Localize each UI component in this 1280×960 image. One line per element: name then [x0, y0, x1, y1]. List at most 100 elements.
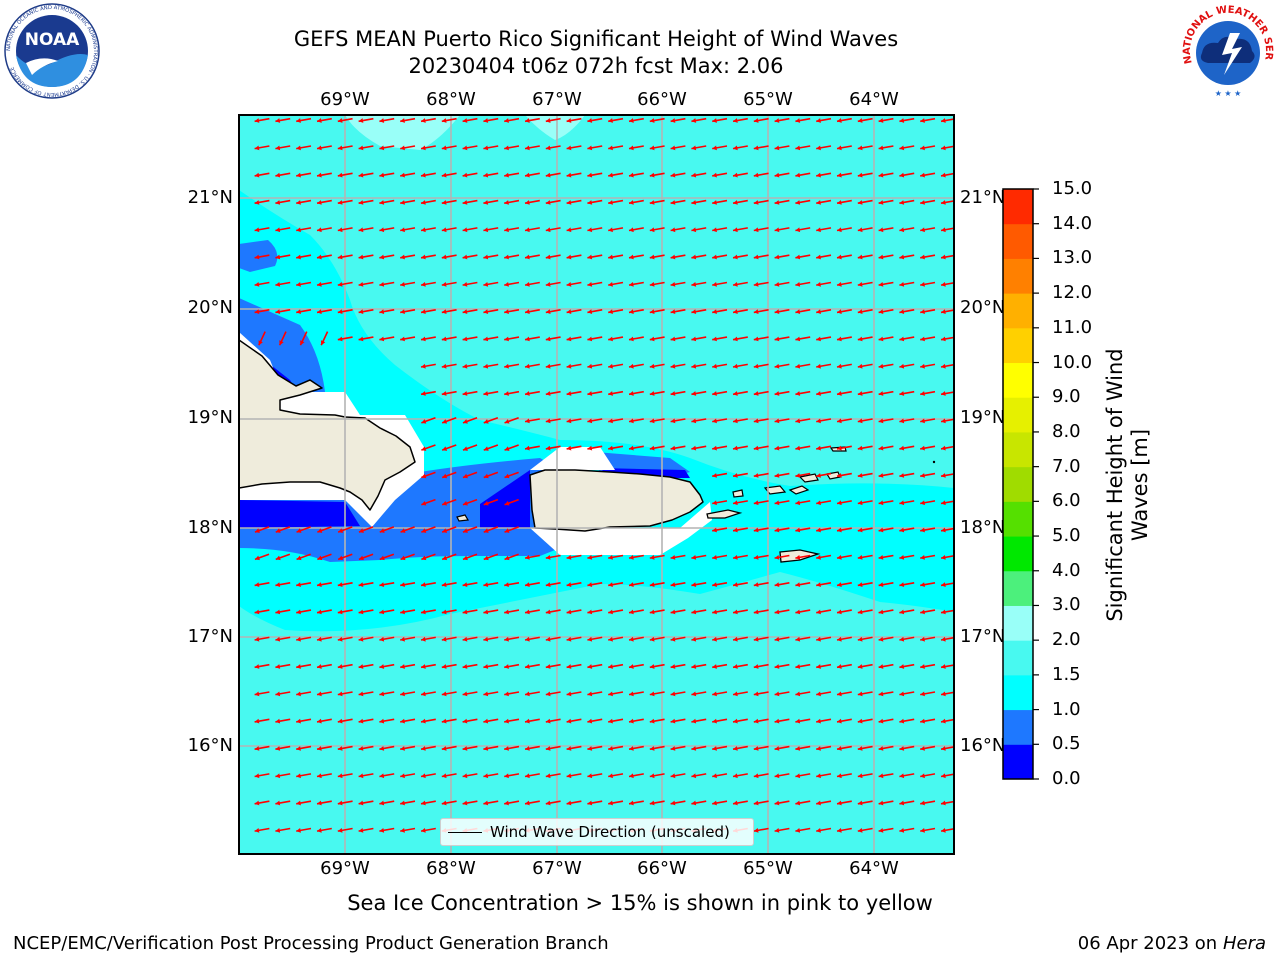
wind-wave-arrowhead: [587, 418, 593, 424]
wind-wave-arrowhead: [649, 118, 655, 123]
wind-wave-arrowhead: [774, 227, 780, 233]
wind-wave-arrowhead: [670, 773, 676, 779]
wind-wave-arrowhead: [337, 582, 343, 588]
wind-wave-arrowhead: [400, 281, 405, 287]
wind-wave-arrowhead: [337, 200, 343, 205]
wind-wave-arrowhead: [566, 609, 572, 615]
wind-wave-arrowhead: [296, 227, 301, 233]
wind-wave-arrowhead: [504, 281, 509, 287]
wind-wave-arrowhead: [545, 254, 551, 260]
wind-wave-arrowhead: [712, 636, 717, 642]
wind-wave-arrowhead: [733, 746, 738, 751]
wind-wave-arrowhead: [254, 172, 260, 178]
wind-wave-arrowhead: [254, 636, 260, 642]
graticule: [239, 115, 954, 854]
wind-wave-arrowhead: [483, 336, 489, 342]
wind-wave-arrowhead: [941, 281, 946, 287]
wind-wave-arrowhead: [296, 609, 301, 615]
wind-wave-arrowhead: [566, 636, 572, 642]
wind-wave-arrowhead: [337, 118, 343, 123]
wind-wave-arrowhead: [317, 555, 323, 561]
wind-wave-arrowhead: [629, 445, 634, 451]
wind-wave-arrowhead: [816, 418, 821, 424]
wind-wave-arrowhead: [878, 773, 884, 779]
wind-wave-arrowhead: [920, 254, 925, 260]
wind-wave-arrowhead: [608, 309, 613, 315]
wave-contour-0-0.5m: [239, 500, 360, 528]
wind-wave-arrowhead: [774, 664, 780, 669]
wind-wave-arrowhead: [857, 718, 863, 724]
wind-wave-arrowhead: [483, 800, 489, 806]
wind-wave-arrowhead: [462, 446, 468, 451]
nws-logo: NATIONAL WEATHER SERVICE ★ ★ ★: [1174, 0, 1278, 99]
wind-wave-arrowhead: [379, 746, 385, 751]
wind-wave-arrowhead: [899, 473, 905, 478]
wind-wave-arrowhead: [421, 718, 426, 724]
wind-wave-arrowhead: [857, 500, 863, 506]
wind-wave-arrowhead: [587, 145, 593, 151]
wind-wave-arrowhead: [525, 309, 530, 315]
wind-wave-arrowhead: [733, 691, 738, 697]
wind-wave-arrowhead: [629, 336, 634, 342]
wind-wave-arrowhead: [837, 664, 842, 669]
footer-credit: NCEP/EMC/Verification Post Processing Pr…: [13, 933, 609, 954]
wind-wave-arrowhead: [899, 172, 905, 178]
wind-wave-arrowhead: [525, 609, 530, 615]
wind-wave-arrowhead: [379, 609, 385, 615]
wind-wave-arrowhead: [587, 800, 593, 806]
wind-wave-arrowhead: [816, 527, 821, 533]
wind-wave-arrowhead: [774, 800, 780, 806]
wind-wave-arrowhead: [608, 773, 613, 779]
lat-tick-right: 16°N: [960, 735, 1006, 756]
wind-wave-arrowhead: [857, 691, 863, 697]
wind-wave-arrowhead: [649, 145, 655, 151]
wind-wave-arrowhead: [878, 718, 884, 724]
wind-wave-arrowhead: [296, 254, 301, 260]
wind-wave-arrowhead: [837, 473, 842, 478]
wind-wave-arrowhead: [566, 773, 572, 779]
wind-wave-arrowhead: [504, 773, 509, 779]
wind-wave-arrowhead: [629, 746, 634, 751]
wind-wave-arrowhead: [441, 200, 447, 205]
wind-wave-arrowhead: [421, 528, 427, 533]
wind-wave-arrowhead: [878, 636, 884, 642]
wind-wave-arrowhead: [795, 664, 801, 669]
wind-wave-arrowhead: [670, 145, 676, 151]
wind-wave-arrowhead: [795, 718, 801, 724]
wind-wave-arrowhead: [629, 363, 634, 369]
wind-wave-arrowhead: [504, 227, 509, 233]
wind-wave-arrowhead: [941, 227, 946, 233]
wind-wave-arrowhead: [379, 281, 385, 287]
wind-wave-arrowhead: [837, 691, 842, 697]
wind-wave-arrowhead: [358, 145, 364, 151]
wind-wave-arrowhead: [857, 363, 863, 369]
wind-wave-arrowhead: [920, 691, 925, 697]
chart-title: GEFS MEAN Puerto Rico Significant Height…: [293, 27, 899, 51]
wind-wave-arrowhead: [421, 419, 427, 424]
wind-wave-arrowhead: [441, 227, 447, 233]
wind-wave-arrowhead: [899, 309, 905, 315]
wind-wave-arrowhead: [857, 636, 863, 642]
wind-wave-arrowhead: [649, 336, 655, 342]
wind-wave-arrowhead: [504, 746, 509, 751]
wind-wave-arrowhead: [920, 827, 925, 833]
wind-wave-arrowhead: [857, 418, 863, 424]
wind-wave-arrowhead: [774, 172, 780, 178]
wind-wave-arrowhead: [899, 800, 905, 806]
wind-wave-arrowhead: [733, 800, 738, 806]
wind-wave-arrowhead: [941, 746, 946, 751]
wind-wave-arrowhead: [691, 800, 697, 806]
wind-wave-arrowhead: [837, 445, 842, 451]
wind-wave-arrowhead: [254, 718, 260, 724]
wind-wave-arrowhead: [566, 554, 572, 560]
wind-wave-arrowhead: [670, 800, 676, 806]
wind-wave-arrowhead: [462, 145, 468, 151]
wind-wave-arrowhead: [837, 827, 842, 833]
wind-wave-arrowhead: [358, 609, 364, 615]
wind-wave-arrowhead: [691, 172, 697, 178]
wind-wave-arrowhead: [878, 391, 884, 396]
wind-wave-arrowhead: [629, 664, 634, 669]
wind-wave-arrowhead: [338, 528, 344, 533]
wind-wave-arrowhead: [712, 172, 717, 178]
wind-wave-arrowhead: [421, 227, 426, 233]
